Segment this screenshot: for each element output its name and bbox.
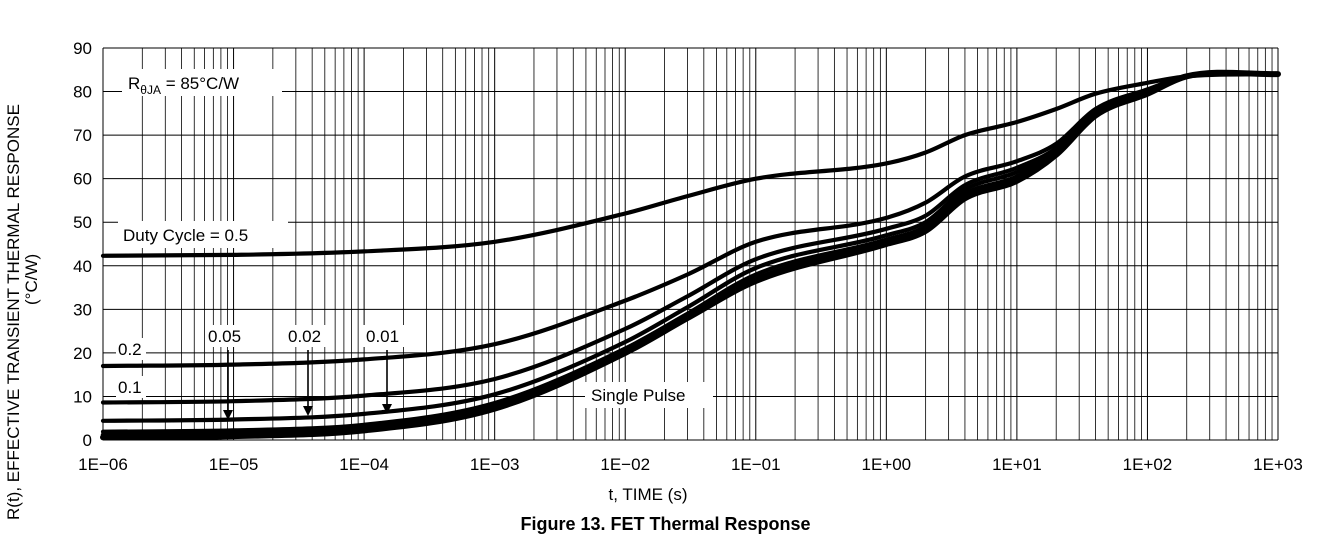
rtheta-label-bg: [122, 69, 282, 96]
single-pulse-label-bg: [585, 382, 713, 408]
series-line-0-2: [100, 71, 1281, 369]
label-02: 0.2: [118, 340, 142, 359]
label-001-bg: [363, 325, 411, 347]
x-tick-label: 1E−06: [78, 455, 128, 474]
label-001: 0.01: [366, 327, 399, 346]
y-axis-label-group: R(t), EFFECTIVE TRANSIENT THERMAL RESPON…: [0, 0, 60, 533]
y-tick-label: 30: [73, 300, 92, 319]
y-tick-labels: 0 10 20 30 40 50 60 70 80 90: [73, 39, 92, 450]
single-pulse-label: Single Pulse: [591, 386, 686, 405]
y-tick-label: 60: [73, 170, 92, 189]
label-005-bg: [205, 325, 253, 347]
arrow-002-head: [303, 406, 313, 416]
x-axis-label: t, TIME (s): [608, 485, 687, 504]
label-01-bg: [116, 376, 146, 398]
x-tick-label: 1E−03: [470, 455, 520, 474]
label-002-bg: [285, 325, 333, 347]
arrow-001-head: [382, 404, 392, 414]
x-tick-label: 1E−02: [600, 455, 650, 474]
x-tick-label: 1E+00: [862, 455, 912, 474]
series-line-duty-cycle-0-5: [100, 72, 1281, 258]
x-tick-label: 1E−05: [209, 455, 259, 474]
x-tick-label: 1E+01: [992, 455, 1042, 474]
curves: [100, 69, 1281, 441]
y-tick-label: 90: [73, 39, 92, 58]
figure-caption: Figure 13. FET Thermal Response: [520, 514, 811, 534]
label-002: 0.02: [288, 327, 321, 346]
rtheta-label: RθJA = 85°C/W: [128, 74, 239, 97]
y-tick-label: 20: [73, 344, 92, 363]
y-tick-label: 10: [73, 387, 92, 406]
duty-cycle-label: Duty Cycle = 0.5: [123, 226, 248, 245]
series-line-single-pulse: [100, 69, 1281, 441]
arrow-005-head: [223, 410, 233, 420]
x-tick-labels: 1E−06 1E−05 1E−04 1E−03 1E−02 1E−01 1E+00 1E+01…: [78, 455, 1303, 474]
y-axis-unit: (°C/W): [22, 253, 41, 305]
x-tick-label: 1E−04: [339, 455, 389, 474]
y-tick-label: 80: [73, 83, 92, 102]
label-02-bg: [116, 338, 146, 360]
label-01: 0.1: [118, 378, 142, 397]
x-tick-label: 1E−01: [731, 455, 781, 474]
y-tick-label: 0: [83, 431, 92, 450]
label-005: 0.05: [208, 327, 241, 346]
duty-cycle-label-bg: [118, 221, 288, 248]
y-tick-label: 70: [73, 126, 92, 145]
y-tick-label: 40: [73, 257, 92, 276]
annotations: RθJA = 85°C/W Duty Cycle = 0.5 0.2 0.1 0…: [116, 69, 713, 420]
x-tick-label: 1E+02: [1123, 455, 1173, 474]
x-tick-label: 1E+03: [1253, 455, 1303, 474]
y-axis-label: R(t), EFFECTIVE TRANSIENT THERMAL RESPON…: [4, 104, 23, 520]
y-tick-label: 50: [73, 213, 92, 232]
